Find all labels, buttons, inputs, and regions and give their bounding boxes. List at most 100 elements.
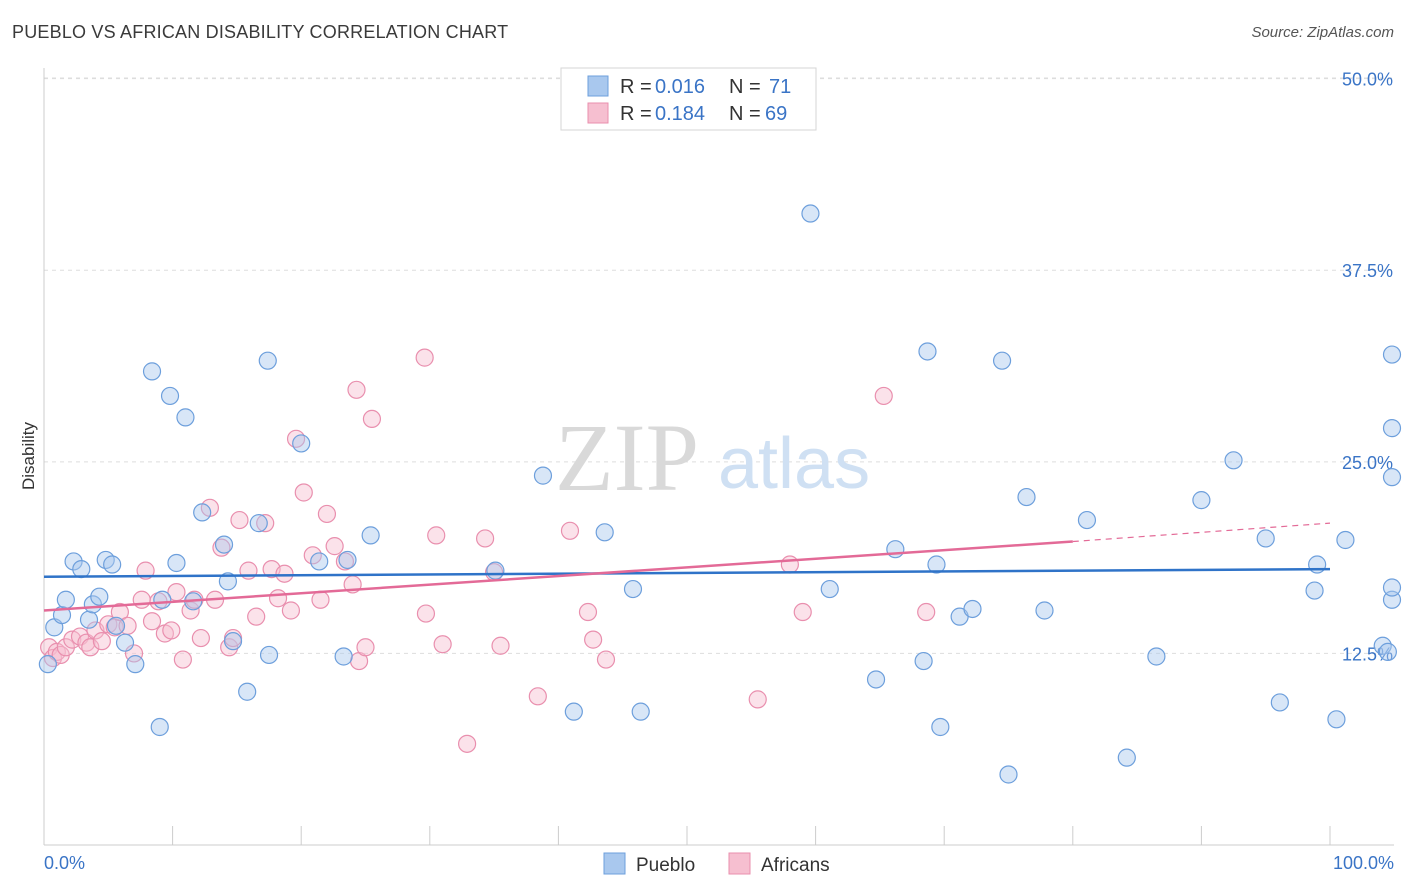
pueblo-point — [1224, 451, 1243, 470]
pueblo-point — [1017, 487, 1036, 507]
africans-point — [317, 504, 337, 524]
pueblo-point — [801, 204, 820, 223]
pueblo-point — [1378, 642, 1397, 661]
africans-point — [793, 602, 812, 622]
trend-lines — [43, 522, 1331, 612]
africans-point — [427, 526, 446, 545]
pueblo-point — [64, 552, 83, 571]
pueblo-point — [1382, 468, 1402, 487]
pueblo-point — [142, 362, 162, 381]
africans-point — [136, 561, 155, 580]
africans-point — [433, 635, 452, 654]
africans-point — [457, 734, 477, 753]
pueblo-point — [1382, 578, 1402, 597]
chart-title: PUEBLO VS AFRICAN DISABILITY CORRELATION… — [12, 22, 509, 42]
pueblo-point — [52, 605, 72, 625]
pueblo-point — [623, 579, 643, 599]
legend-africans-n-value: 69 — [765, 103, 787, 125]
watermark-atlas: atlas — [718, 424, 870, 504]
africans-point — [256, 514, 275, 533]
pueblo-point — [167, 553, 186, 573]
pueblo-point — [999, 765, 1018, 784]
x-tick-label-min: 0.0% — [44, 853, 85, 873]
pueblo-point — [1147, 647, 1166, 666]
africans-point — [475, 529, 495, 548]
africans-point — [92, 632, 111, 651]
pueblo-point — [115, 633, 135, 652]
pueblo-point — [258, 351, 277, 370]
africans-point — [578, 602, 598, 622]
legend-bottom-pueblo-swatch — [603, 852, 626, 875]
pueblo-point — [931, 717, 950, 737]
africans-point — [596, 650, 616, 669]
pueblo-point — [631, 702, 650, 721]
pueblo-point — [193, 503, 212, 522]
pueblo-point — [866, 670, 886, 689]
legend-pueblo-n-label: N = — [729, 76, 761, 98]
y-tick-label: 50.0% — [1342, 70, 1393, 90]
africans-trend-line-extension — [1072, 522, 1331, 543]
pueblo-point — [927, 555, 946, 574]
pueblo-trend-line — [43, 567, 1331, 579]
pueblo-point — [72, 560, 91, 579]
pueblo-point — [963, 599, 982, 619]
x-axis-ticks — [43, 826, 1331, 845]
legend-bottom: Pueblo Africans — [603, 852, 830, 876]
africans-point — [132, 590, 151, 609]
pueblo-point — [1256, 529, 1275, 548]
pueblo-point — [103, 555, 122, 574]
legend-bottom-africans-swatch — [728, 852, 751, 875]
legend-africans-n-label: N = — [729, 103, 761, 125]
pueblo-point — [820, 579, 839, 599]
pueblo-point — [1305, 581, 1324, 600]
africans-point — [584, 630, 603, 649]
africans-point — [230, 510, 249, 530]
pueblo-point — [992, 351, 1012, 370]
pueblo-point — [238, 682, 257, 701]
pueblo-point — [223, 632, 243, 651]
africans-point — [780, 555, 799, 574]
y-axis-title: Disability — [19, 421, 38, 490]
pueblo-point — [310, 552, 329, 571]
legend-africans-r-label: R = — [620, 103, 652, 125]
africans-point — [415, 348, 434, 367]
pueblo-point — [79, 610, 99, 629]
pueblo-point — [1035, 601, 1054, 620]
x-tick-label-max: 100.0% — [1333, 853, 1394, 873]
pueblo-point — [259, 645, 279, 665]
africans-point — [560, 521, 580, 540]
africans-point — [81, 638, 100, 657]
africans-point — [281, 601, 301, 620]
africans-point — [356, 638, 375, 657]
africans-point — [325, 537, 344, 556]
pueblo-point — [486, 561, 505, 580]
pueblo-point — [1327, 710, 1346, 729]
pueblo-point — [595, 523, 614, 542]
africans-point — [110, 602, 129, 622]
watermark: ZIP atlas — [555, 404, 870, 511]
pueblo-point — [1117, 748, 1136, 767]
legend-pueblo-r-value: 0.016 — [655, 76, 705, 98]
pueblo-point — [126, 655, 145, 674]
pueblo-point — [153, 590, 172, 609]
africans-point — [362, 409, 382, 429]
pueblo-point — [214, 535, 234, 554]
africans-point — [247, 607, 266, 626]
legend-pueblo-swatch — [587, 75, 609, 97]
legend-top: R = 0.016 N = 71 R = 0.184 N = 69 — [560, 67, 817, 131]
pueblo-point — [38, 655, 57, 674]
africans-point — [173, 650, 192, 669]
africans-point — [347, 380, 366, 399]
pueblo-point — [1382, 419, 1402, 438]
pueblo-point — [886, 540, 905, 559]
axes — [43, 68, 1394, 846]
pueblo-point — [218, 572, 237, 591]
pueblo-point — [106, 616, 126, 635]
africans-point — [294, 483, 313, 502]
watermark-zip: ZIP — [555, 404, 699, 511]
pueblo-point — [338, 550, 357, 570]
pueblo-point — [564, 702, 583, 721]
y-tick-label: 37.5% — [1342, 261, 1393, 281]
africans-trend-line — [43, 540, 1073, 612]
